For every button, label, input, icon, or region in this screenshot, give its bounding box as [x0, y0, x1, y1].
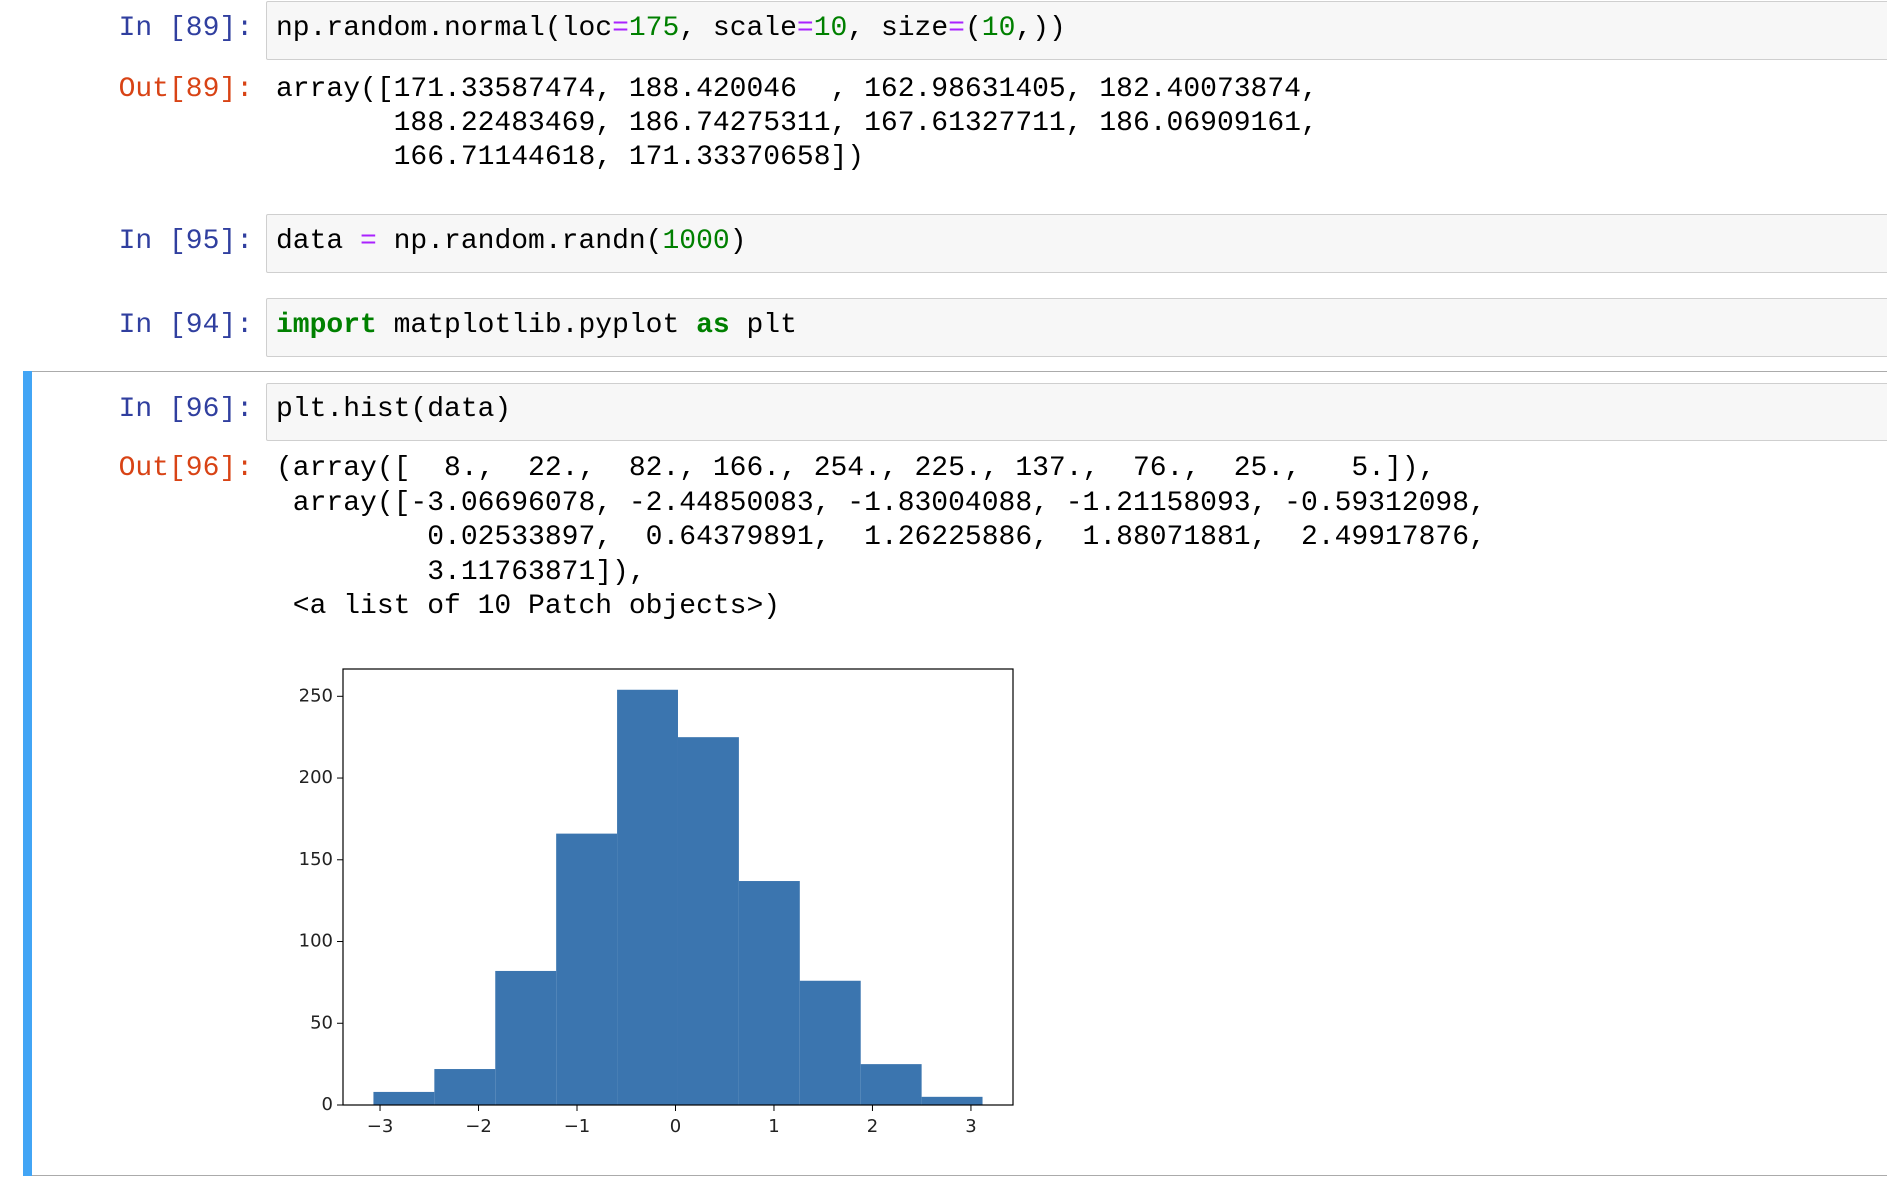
code-token: , size	[847, 13, 949, 44]
x-tick-label: 1	[768, 1116, 779, 1137]
y-tick-label: 0	[322, 1094, 333, 1115]
x-tick-label: −3	[367, 1116, 394, 1137]
code-token: )	[729, 226, 747, 257]
code-token: =	[360, 226, 377, 257]
code-token: 10	[813, 13, 848, 44]
output-line: (array([ 8., 22., 82., 166., 254., 225.,…	[276, 453, 1436, 484]
input-area[interactable]	[266, 383, 1887, 441]
selection-bar	[23, 371, 32, 1176]
code: plt.hist(data)	[276, 393, 511, 427]
y-tick-label: 250	[300, 685, 333, 706]
code-token: np.random.normal(loc	[276, 13, 613, 44]
bar	[799, 980, 861, 1105]
y-tick-label: 200	[300, 767, 333, 788]
output-line: array([-3.06696078, -2.44850083, -1.8300…	[276, 488, 1486, 519]
x-tick-label: 0	[670, 1116, 681, 1137]
code: np.random.normal(loc=175, scale=10, size…	[276, 12, 1066, 46]
bar	[373, 1091, 435, 1105]
input-area[interactable]	[266, 1, 1887, 60]
code-token: =	[796, 13, 814, 44]
code-token: 175	[628, 13, 680, 44]
code-token: as	[696, 310, 730, 341]
code-token: matplotlib.pyplot	[376, 310, 697, 341]
out-prompt: Out[96]:	[118, 453, 253, 484]
y-tick-label: 50	[310, 1012, 333, 1033]
code-token: plt	[729, 310, 797, 341]
code-token: 1000	[662, 226, 730, 257]
x-tick-label: −2	[465, 1116, 492, 1137]
code-token: =	[948, 13, 965, 44]
output-line: 0.02533897, 0.64379891, 1.26225886, 1.88…	[276, 522, 1486, 553]
bar	[921, 1096, 983, 1105]
input-area[interactable]	[266, 298, 1887, 357]
in-prompt: In [94]:	[118, 310, 253, 341]
axes-frame	[342, 668, 1014, 1106]
in-prompt: In [95]:	[118, 226, 253, 257]
output-line: 188.22483469, 186.74275311, 167.61327711…	[276, 108, 1318, 139]
code-token: , scale	[679, 13, 797, 44]
y-tick-label: 100	[300, 931, 333, 952]
output-line: 166.71144618, 171.33370658])	[276, 142, 865, 173]
bar	[738, 881, 800, 1105]
histogram-chart: −3 −2 −1 0 1 2 3 0 50 100 150 200 250	[300, 668, 1014, 1137]
bar	[677, 737, 739, 1105]
bar	[434, 1069, 496, 1105]
code-token: plt.hist(data)	[276, 394, 512, 425]
x-tick-label: 2	[867, 1116, 878, 1137]
code: data = np.random.randn(1000)	[276, 225, 747, 259]
y-tick-label: 150	[300, 849, 333, 870]
code-token: np.random.randn(	[376, 226, 663, 257]
bar	[495, 970, 557, 1105]
code-token: ,))	[1015, 13, 1066, 44]
output-line: <a list of 10 Patch objects>)	[276, 591, 781, 622]
in-prompt: In [96]:	[118, 394, 253, 425]
bar	[617, 689, 678, 1105]
x-tick-label: −1	[564, 1116, 591, 1137]
out-prompt: Out[89]:	[118, 74, 253, 105]
code-token: 10	[981, 13, 1016, 44]
code-token: import	[276, 310, 377, 341]
code-token: (	[964, 13, 982, 44]
bar	[556, 833, 618, 1105]
input-area[interactable]	[266, 214, 1887, 273]
output-line: 3.11763871]),	[276, 557, 646, 588]
code-token: data	[276, 226, 361, 257]
in-prompt: In [89]:	[118, 13, 253, 44]
bar	[860, 1064, 922, 1105]
output-line: array([171.33587474, 188.420046 , 162.98…	[276, 74, 1318, 105]
code: import matplotlib.pyplot as plt	[276, 309, 797, 343]
x-tick-label: 3	[965, 1116, 976, 1137]
code-token: =	[612, 13, 629, 44]
